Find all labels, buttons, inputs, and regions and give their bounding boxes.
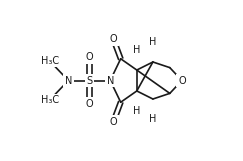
Text: H: H [149,114,156,124]
Text: O: O [86,99,93,109]
Text: H₃C: H₃C [41,56,59,66]
Text: O: O [86,52,93,62]
Text: H: H [149,37,156,47]
Text: S: S [86,76,92,85]
Text: H: H [133,45,140,55]
Text: N: N [65,76,72,85]
Text: O: O [110,117,117,127]
Text: H₃C: H₃C [41,95,59,105]
Text: O: O [110,34,117,44]
Text: O: O [178,76,186,85]
Text: H: H [133,106,140,116]
Text: N: N [106,76,114,85]
